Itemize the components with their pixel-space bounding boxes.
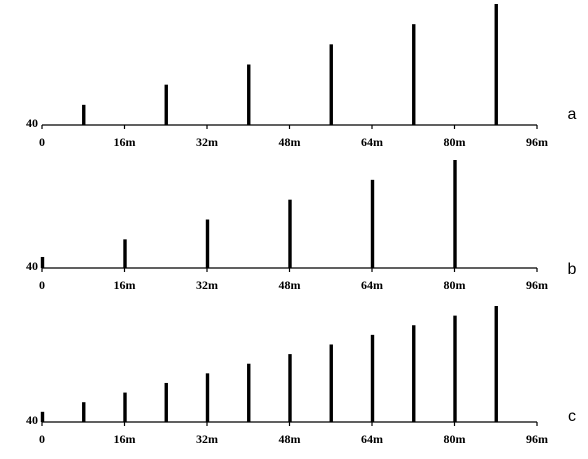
bar bbox=[247, 64, 251, 125]
bar bbox=[82, 104, 86, 125]
x-tick-label: 48m bbox=[279, 135, 301, 149]
x-tick-label: 16m bbox=[114, 278, 136, 292]
bar bbox=[288, 199, 292, 268]
bar bbox=[164, 382, 168, 422]
x-tick-label: 48m bbox=[279, 278, 301, 292]
panel-label: c bbox=[568, 408, 576, 425]
x-tick-label: 64m bbox=[361, 432, 383, 446]
bar bbox=[453, 160, 457, 268]
x-tick-label: 64m bbox=[361, 135, 383, 149]
bar bbox=[329, 44, 333, 126]
x-tick-label: 32m bbox=[196, 432, 218, 446]
panel-label: b bbox=[568, 261, 577, 278]
bar bbox=[412, 325, 416, 422]
bar bbox=[123, 392, 127, 422]
x-tick-label: 16m bbox=[114, 432, 136, 446]
bar bbox=[453, 315, 457, 422]
bar bbox=[494, 4, 498, 125]
bar bbox=[40, 256, 45, 268]
bar bbox=[288, 354, 292, 422]
y-baseline-label: 40 bbox=[26, 259, 38, 273]
panel-label: a bbox=[568, 106, 577, 123]
x-tick-label: 80m bbox=[444, 432, 466, 446]
x-tick-label: 64m bbox=[361, 278, 383, 292]
x-tick-label: 16m bbox=[114, 135, 136, 149]
x-tick-label: 32m bbox=[196, 278, 218, 292]
panel-a: 400 16m 32m 48m 64m 80m 96m a bbox=[26, 4, 577, 149]
bar bbox=[412, 24, 416, 126]
bar bbox=[205, 373, 210, 422]
panel-c: 400 16m 32m 48m 64m 80m 96m c bbox=[26, 306, 576, 446]
panel-b: 400 16m 32m 48m 64m 80m 96m b bbox=[26, 160, 577, 292]
bar bbox=[40, 411, 45, 422]
x-tick-label: 80m bbox=[444, 278, 466, 292]
x-tick-label: 96m bbox=[526, 135, 548, 149]
y-baseline-label: 40 bbox=[26, 116, 38, 130]
bar bbox=[123, 239, 127, 268]
x-tick-label: 0 bbox=[39, 278, 45, 292]
x-tick-label: 0 bbox=[39, 432, 45, 446]
x-tick-label: 80m bbox=[444, 135, 466, 149]
bar bbox=[329, 344, 333, 422]
bar bbox=[164, 84, 168, 125]
x-tick-label: 48m bbox=[279, 432, 301, 446]
bar bbox=[370, 334, 375, 422]
x-tick-label: 0 bbox=[39, 135, 45, 149]
x-tick-label: 32m bbox=[196, 135, 218, 149]
bar bbox=[370, 179, 375, 268]
x-tick-label: 96m bbox=[526, 278, 548, 292]
bar bbox=[247, 363, 251, 422]
y-baseline-label: 40 bbox=[26, 413, 38, 427]
bar bbox=[205, 219, 210, 268]
x-tick-label: 96m bbox=[526, 432, 548, 446]
bar bbox=[494, 306, 498, 422]
bar bbox=[82, 402, 86, 422]
